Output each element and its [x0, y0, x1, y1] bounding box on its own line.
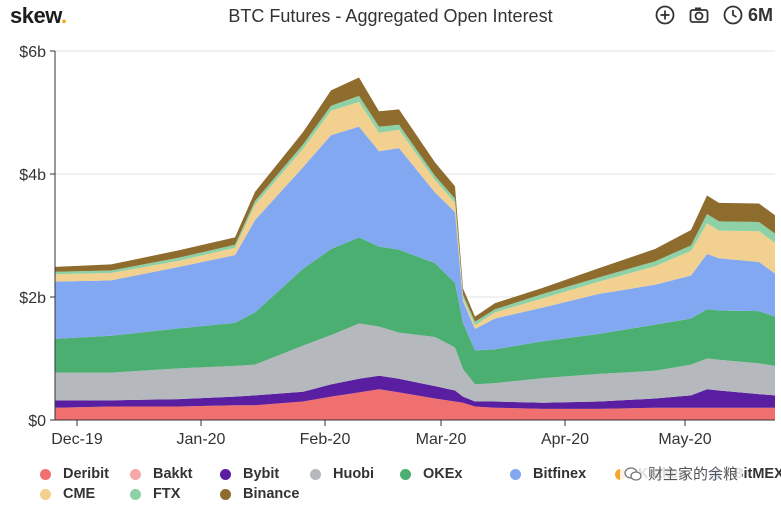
- toolbar: 6M: [654, 4, 773, 26]
- x-tick-label: Mar-20: [416, 431, 467, 448]
- clock-icon: [723, 5, 743, 25]
- area-okex: [55, 237, 775, 385]
- skew-logo[interactable]: skew.: [10, 3, 67, 28]
- legend-label: Bitfinex: [533, 466, 587, 482]
- legend-item-ftx[interactable]: FTX: [130, 486, 180, 502]
- legend-item-okex[interactable]: OKEx: [400, 466, 463, 482]
- legend-item-cme[interactable]: CME: [40, 486, 95, 502]
- chart-title: BTC Futures - Aggregated Open Interest: [228, 6, 553, 26]
- legend-swatch: [400, 468, 411, 480]
- legend-item-deribit[interactable]: Deribit: [40, 466, 109, 482]
- x-tick-label: Jan-20: [177, 431, 226, 448]
- legend-label: BitMEX: [733, 466, 781, 482]
- open-interest-chart: $0 $2b $4b $6b Dec-19 Jan-20 Feb-20 Mar-20 Apr-2…: [19, 44, 775, 448]
- legend-swatch: [130, 468, 141, 480]
- area-huobi: [55, 323, 775, 403]
- legend-swatch: [510, 468, 521, 480]
- legend-item-binance[interactable]: Binance: [220, 486, 299, 502]
- y-tick-label: $4b: [19, 167, 46, 184]
- legend-label: Bybit: [243, 466, 280, 482]
- legend-item-bybit[interactable]: Bybit: [220, 466, 279, 482]
- legend-item-bakkt[interactable]: Bakkt: [130, 466, 193, 482]
- watermark: 财主家的余粮: [620, 462, 743, 485]
- legend-swatch: [310, 468, 321, 480]
- x-tick-label: Apr-20: [541, 431, 589, 448]
- legend-label: CME: [63, 486, 96, 502]
- area-deribit: [55, 389, 775, 420]
- range-selector[interactable]: 6M: [722, 4, 773, 26]
- legend-swatch: [130, 488, 141, 500]
- legend-label: Bakkt: [153, 466, 193, 482]
- camera-icon[interactable]: [688, 4, 710, 26]
- legend-item-bitfinex[interactable]: Bitfinex: [510, 466, 586, 482]
- y-tick-label: $0: [28, 413, 46, 430]
- chat-icon: [624, 466, 642, 481]
- top-bar: skew. BTC Futures - Aggregated Open Inte…: [0, 0, 781, 34]
- area-bitfinex: [55, 126, 775, 351]
- legend-swatch: [220, 468, 231, 480]
- range-label: 6M: [747, 4, 773, 25]
- legend-label: Huobi: [333, 466, 375, 482]
- x-tick-label: Feb-20: [300, 431, 351, 448]
- legend-label: OKEx: [423, 466, 463, 482]
- x-tick-label: Dec-19: [51, 431, 103, 448]
- x-tick-label: May-20: [658, 431, 711, 448]
- legend-label: FTX: [153, 486, 181, 502]
- legend-label: Binance: [243, 486, 300, 502]
- plus-circle-icon[interactable]: [654, 4, 676, 26]
- legend-swatch: [220, 488, 231, 500]
- legend-swatch: [40, 468, 51, 480]
- watermark-text: 财主家的余粮: [648, 466, 739, 483]
- legend-item-huobi[interactable]: Huobi: [310, 466, 374, 482]
- area-bybit: [55, 375, 775, 409]
- y-tick-label: $2b: [19, 290, 46, 307]
- y-tick-label: $6b: [19, 44, 46, 61]
- legend-row: CME FTX Binance: [40, 486, 780, 506]
- legend-swatch: [40, 488, 51, 500]
- legend-label: Deribit: [63, 466, 109, 482]
